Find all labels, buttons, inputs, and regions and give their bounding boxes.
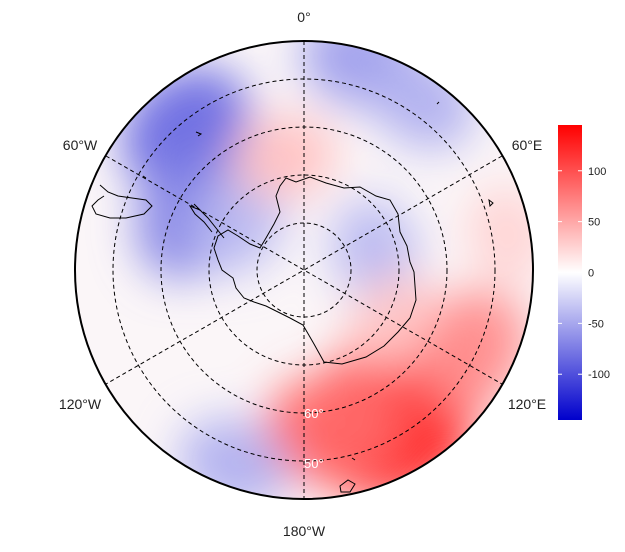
lon-label-bottom: 180°W bbox=[283, 523, 326, 539]
lon-label-upper-right: 60°E bbox=[512, 137, 543, 153]
colorbar-tick-label-3: -50 bbox=[588, 318, 604, 330]
bouvet-island bbox=[436, 101, 440, 105]
colorbar-tick-label-2: 0 bbox=[588, 268, 594, 280]
graticule bbox=[105, 41, 503, 499]
new-zealand-coastline bbox=[339, 479, 356, 493]
kerguelen-island bbox=[488, 198, 494, 208]
anomaly-blob-10 bbox=[232, 115, 337, 200]
anomaly-blob-3 bbox=[421, 288, 527, 411]
antarctic-peninsula bbox=[188, 203, 225, 239]
map-disc: 60° 50° bbox=[74, 40, 534, 500]
colorbar-tick-label-0: 100 bbox=[588, 166, 606, 178]
south-america-coastline bbox=[91, 184, 153, 219]
lat-label-50: 50° bbox=[304, 456, 324, 471]
meridian-60e-120w bbox=[105, 155, 503, 385]
lon-label-lower-right: 120°E bbox=[508, 396, 546, 412]
meridian-60w-120e bbox=[105, 155, 503, 385]
map-border bbox=[74, 40, 534, 500]
lon-label-upper-left: 60°W bbox=[63, 137, 98, 153]
macquarie-island bbox=[351, 457, 356, 461]
lon-label-top: 0° bbox=[297, 9, 310, 25]
colorbar-ticks: 100 50 0 -50 -100 bbox=[558, 166, 610, 381]
lon-label-lower-left: 120°W bbox=[59, 396, 102, 412]
anomaly-blob-2 bbox=[262, 371, 402, 485]
antarctica-coastline bbox=[213, 176, 417, 365]
south-georgia-island bbox=[195, 131, 203, 137]
lat-label-60: 60° bbox=[304, 406, 324, 421]
colorbar: 100 50 0 -50 -100 bbox=[558, 125, 610, 420]
colorbar-tick-label-4: -100 bbox=[588, 369, 610, 381]
colorbar-tick-label-1: 50 bbox=[588, 217, 600, 229]
south-sandwich-island bbox=[142, 175, 147, 179]
